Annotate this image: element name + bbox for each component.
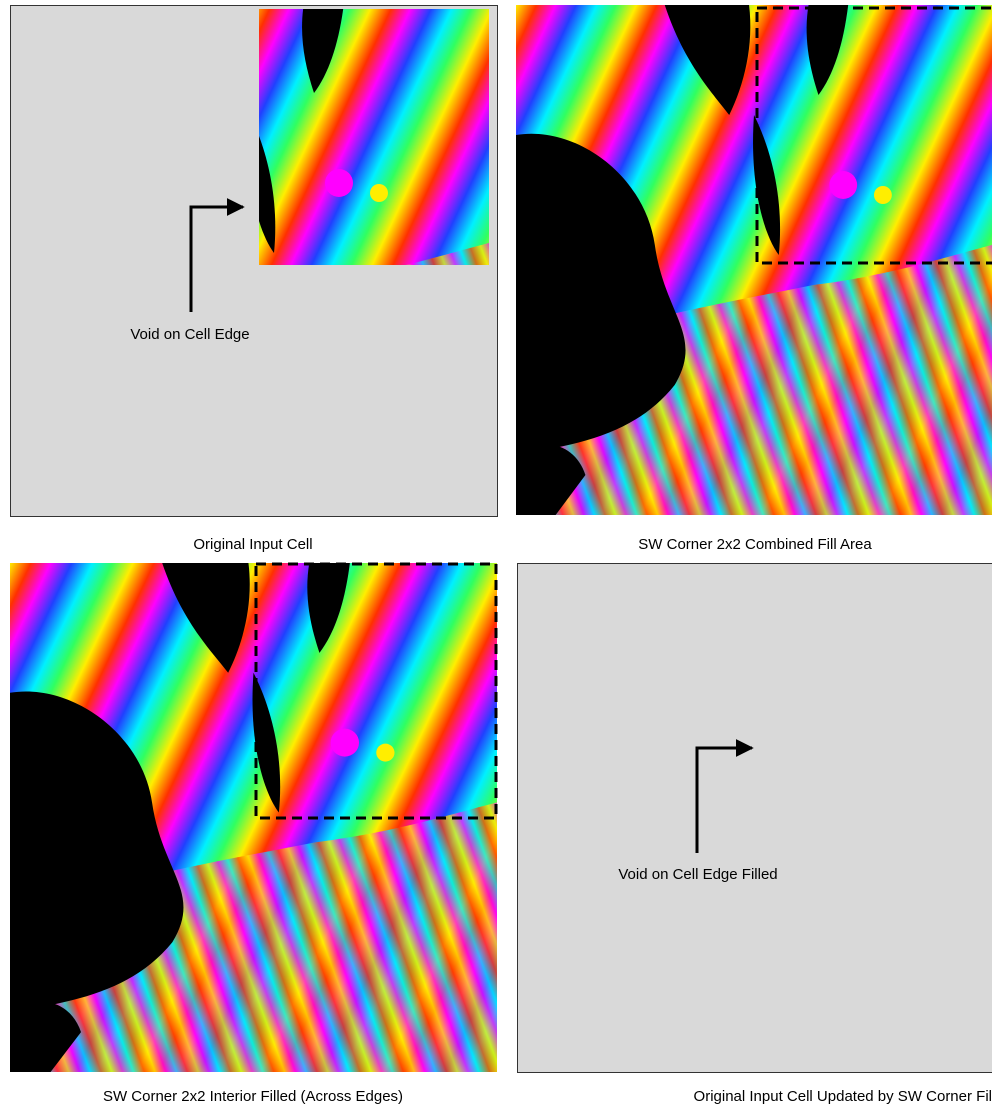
- panel-updated: Void on Cell Edge Filled Original Input …: [518, 561, 992, 1105]
- annotation: Void on Cell Edge: [130, 326, 249, 343]
- data-image: [516, 5, 992, 515]
- panel-original: Void on Cell Edge Original Input Cell: [9, 3, 498, 553]
- panel-frame: [518, 564, 992, 1073]
- caption: Original Input Cell: [193, 536, 312, 553]
- figure: Void on Cell Edge Original Input Cell SW…: [0, 0, 992, 1109]
- panel-interior: SW Corner 2x2 Interior Filled (Across Ed…: [10, 563, 497, 1105]
- caption: SW Corner 2x2 Interior Filled (Across Ed…: [103, 1088, 403, 1105]
- panel-combined: SW Corner 2x2 Combined Fill Area: [516, 5, 992, 553]
- annotation: Void on Cell Edge Filled: [618, 866, 777, 883]
- caption: Original Input Cell Updated by SW Corner…: [694, 1088, 992, 1105]
- caption: SW Corner 2x2 Combined Fill Area: [638, 536, 872, 553]
